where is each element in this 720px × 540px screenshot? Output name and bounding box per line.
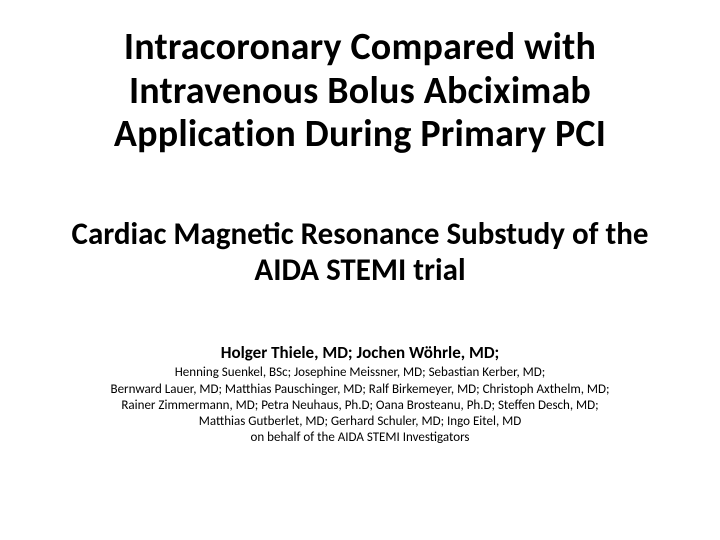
authors-line: Matthias Gutberlet, MD; Gerhard Schuler,… <box>44 414 676 430</box>
lead-authors: Holger Thiele, MD; Jochen Wöhrle, MD; <box>44 342 676 363</box>
authors-block: Henning Suenkel, BSc; Josephine Meissner… <box>44 365 676 446</box>
authors-line: Henning Suenkel, BSc; Josephine Meissner… <box>44 365 676 381</box>
slide-subtitle: Cardiac Magnetic Resonance Substudy of t… <box>44 217 676 288</box>
slide-container: Intracoronary Compared with Intravenous … <box>0 0 720 540</box>
authors-line: on behalf of the AIDA STEMI Investigator… <box>44 430 676 446</box>
authors-line: Bernward Lauer, MD; Matthias Pauschinger… <box>44 382 676 398</box>
authors-line: Rainer Zimmermann, MD; Petra Neuhaus, Ph… <box>44 398 676 414</box>
slide-title: Intracoronary Compared with Intravenous … <box>44 26 676 157</box>
